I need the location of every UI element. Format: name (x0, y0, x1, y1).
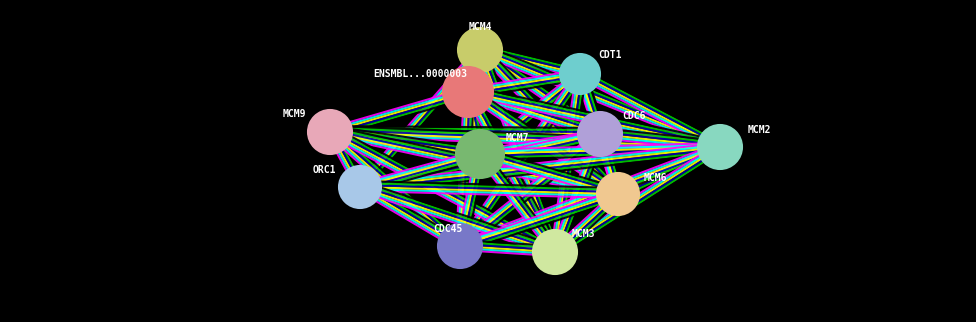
Circle shape (443, 67, 493, 117)
Text: CDT1: CDT1 (598, 50, 622, 60)
Text: MCM2: MCM2 (748, 125, 771, 135)
Text: CDC45: CDC45 (433, 224, 463, 234)
Text: ORC1: ORC1 (312, 165, 336, 175)
Circle shape (308, 110, 352, 154)
Text: CDC6: CDC6 (622, 111, 645, 121)
Text: MCM4: MCM4 (468, 22, 492, 32)
Circle shape (438, 224, 482, 268)
Text: MCM6: MCM6 (644, 173, 668, 183)
Circle shape (339, 166, 381, 208)
Text: MCM9: MCM9 (282, 109, 306, 119)
Circle shape (578, 112, 622, 156)
Circle shape (597, 173, 639, 215)
Circle shape (458, 28, 502, 72)
Circle shape (533, 230, 577, 274)
Text: MCM3: MCM3 (572, 229, 595, 239)
Circle shape (456, 130, 504, 178)
Text: ENSMBL...0000003: ENSMBL...0000003 (373, 69, 467, 79)
Text: MCM7: MCM7 (506, 133, 530, 143)
Circle shape (698, 125, 742, 169)
Circle shape (560, 54, 600, 94)
